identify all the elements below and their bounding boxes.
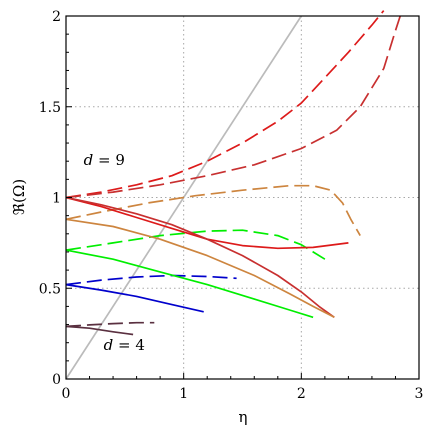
axes [65, 15, 420, 380]
series-line-6 [65, 321, 155, 328]
annotation-d9: d = 9 [84, 151, 125, 169]
series-line-2 [65, 12, 403, 199]
series-line-3 [65, 184, 361, 237]
annotation-d9-value: = 9 [93, 151, 125, 169]
x-axis-title: η [239, 408, 248, 426]
y-tick-label-3: 1.5 [39, 100, 61, 116]
x-tick-label-1: 1 [179, 386, 188, 402]
y-tick-label-0: 0 [52, 372, 61, 388]
annotation-d4: d = 4 [104, 336, 145, 354]
x-tick-label-0: 0 [62, 386, 71, 402]
annotation-d4-value: = 4 [113, 336, 145, 354]
series-line-12 [65, 325, 134, 336]
y-tick-label-1: 0.5 [39, 281, 61, 297]
series-line-8 [65, 196, 335, 318]
series-line-4 [65, 229, 326, 260]
annotation-d4-variable: d [104, 336, 114, 354]
series-line-9 [65, 218, 335, 319]
y-tick-label-2: 1 [52, 191, 61, 207]
y-tick-label-4: 2 [52, 9, 61, 25]
x-tick-label-3: 3 [415, 386, 424, 402]
series-group [65, 10, 403, 380]
series-line-1 [65, 10, 385, 199]
series-line-10 [65, 249, 314, 319]
x-tick-label-2: 2 [297, 386, 306, 402]
tick-labels: 0 1 2 3 0 0.5 1 1.5 2 [39, 9, 424, 402]
annotation-d9-variable: d [84, 151, 94, 169]
y-axis-title: ℜ(Ω) [10, 179, 28, 215]
series-line-11 [65, 283, 204, 313]
series-line-5 [65, 274, 237, 286]
